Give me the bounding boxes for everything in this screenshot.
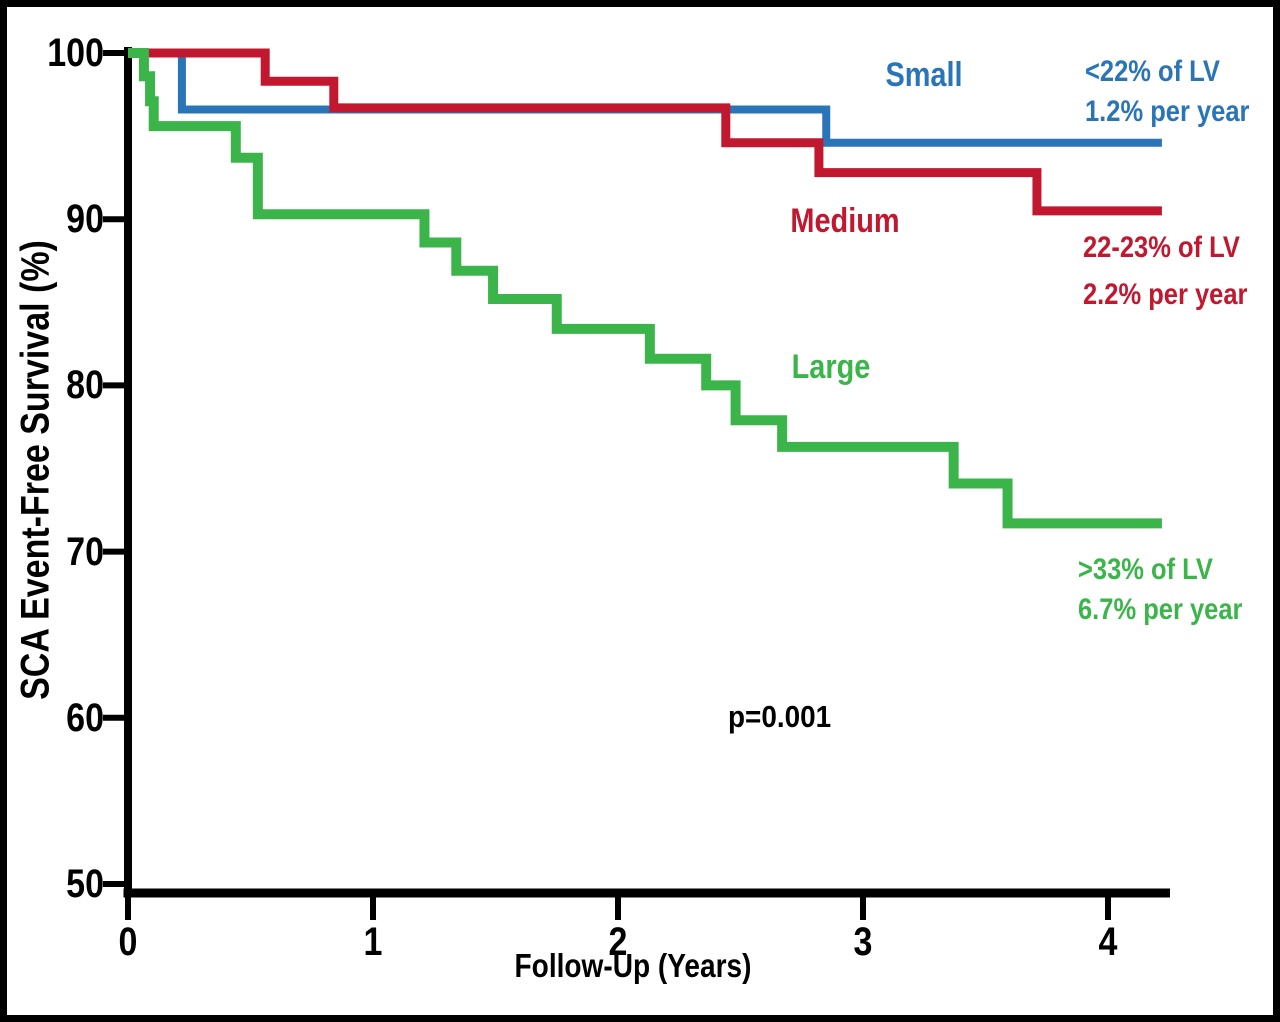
annotation-small-line2: 1.2% per year <box>1085 95 1250 128</box>
survival-curve-large <box>128 48 1162 529</box>
survival-curve-small <box>128 49 1162 147</box>
y-tick-label: 80 <box>66 363 104 408</box>
p-value-label: p=0.001 <box>728 699 832 734</box>
annotation-medium-line2: 2.2% per year <box>1083 278 1248 311</box>
y-tick-label: 90 <box>66 197 104 242</box>
annotation-small-rate: <22% of LV 1.2% per year <box>1085 52 1249 132</box>
y-tick-label: 50 <box>66 862 104 906</box>
x-tick-label: 0 <box>118 920 138 964</box>
series-label-medium: Medium <box>790 202 900 240</box>
annotation-large-rate: >33% of LV 6.7% per year <box>1078 550 1242 630</box>
x-tick-label: 3 <box>853 920 873 964</box>
x-tick-label: 4 <box>1098 920 1118 964</box>
y-tick-label: 70 <box>66 529 104 574</box>
x-tick-label: 2 <box>608 920 628 964</box>
x-axis-title: Follow-Up (Years) <box>514 947 752 984</box>
series-label-large: Large <box>791 348 871 386</box>
annotation-large-line2: 6.7% per year <box>1078 593 1243 626</box>
x-tick-label: 1 <box>363 920 383 964</box>
annotation-small-line1: <22% of LV <box>1085 55 1220 88</box>
annotation-medium-rate: 22-23% of LV 2.2% per year <box>1083 224 1247 318</box>
y-tick-label: 60 <box>66 695 104 740</box>
survival-curve-medium <box>128 48 1162 216</box>
annotation-large-line1: >33% of LV <box>1078 553 1213 586</box>
annotation-medium-line1: 22-23% of LV <box>1083 231 1240 264</box>
y-tick-label: 100 <box>47 31 104 75</box>
y-axis-title: SCA Event-Free Survival (%) <box>13 240 58 700</box>
series-label-small: Small <box>885 56 963 94</box>
